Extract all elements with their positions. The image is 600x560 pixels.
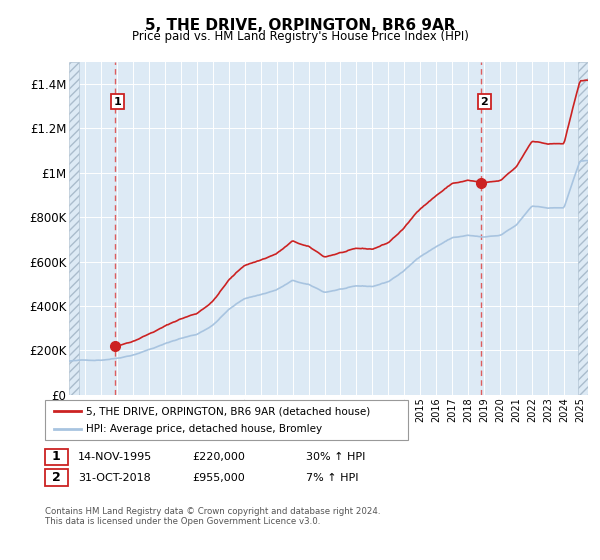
Text: 5, THE DRIVE, ORPINGTON, BR6 9AR (detached house): 5, THE DRIVE, ORPINGTON, BR6 9AR (detach… <box>86 407 370 417</box>
Text: 1: 1 <box>52 450 61 464</box>
Text: £955,000: £955,000 <box>192 473 245 483</box>
Bar <box>69 62 79 395</box>
Text: £220,000: £220,000 <box>192 452 245 462</box>
Text: 2: 2 <box>52 471 61 484</box>
Bar <box>578 62 589 395</box>
Text: 14-NOV-1995: 14-NOV-1995 <box>78 452 152 462</box>
Text: 7% ↑ HPI: 7% ↑ HPI <box>306 473 359 483</box>
Text: Price paid vs. HM Land Registry's House Price Index (HPI): Price paid vs. HM Land Registry's House … <box>131 30 469 43</box>
Text: 31-OCT-2018: 31-OCT-2018 <box>78 473 151 483</box>
Text: 1: 1 <box>114 96 122 106</box>
Text: 30% ↑ HPI: 30% ↑ HPI <box>306 452 365 462</box>
Text: 2: 2 <box>481 96 488 106</box>
Text: 5, THE DRIVE, ORPINGTON, BR6 9AR: 5, THE DRIVE, ORPINGTON, BR6 9AR <box>145 18 455 32</box>
Text: HPI: Average price, detached house, Bromley: HPI: Average price, detached house, Brom… <box>86 423 322 433</box>
Text: Contains HM Land Registry data © Crown copyright and database right 2024.
This d: Contains HM Land Registry data © Crown c… <box>45 507 380 526</box>
